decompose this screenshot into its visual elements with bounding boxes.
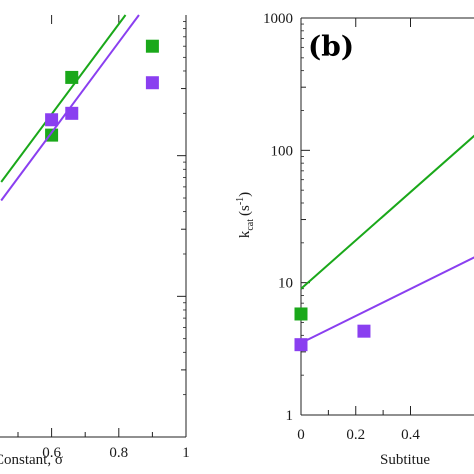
panel-b-point-purple: [357, 324, 371, 338]
panel-b-y-tick-label: 10: [278, 276, 293, 292]
panel-b-x-axis-title: Subtitue: [380, 452, 430, 468]
panel-b-x-tick-label: 0.4: [401, 427, 420, 443]
panel-b-fit-line-green: [300, 134, 474, 290]
panel-a-x-tick-label: 0.8: [109, 445, 128, 461]
panel-a-plot: 0.6 0.8 1: [0, 14, 190, 461]
panel-a-point-purple: [45, 113, 59, 127]
ylabel-sub: cat: [245, 219, 256, 231]
panel-b-x-tick-label: 0: [297, 427, 305, 443]
panel-b-y-tick-label: 100: [271, 143, 294, 159]
panel-b-y-axis-title: kcat (s-1): [235, 192, 256, 238]
panel-a-x-axis-title: Constant, σ: [0, 452, 63, 468]
panel-a-point-purple: [145, 76, 159, 90]
panel-a-x-tick-label: 1: [182, 445, 190, 461]
panel-b-point-purple: [294, 338, 308, 352]
panel-b-fit-line-purple: [300, 256, 474, 344]
panel-b-plot: 1 10 100 1000 0 0.2 0.4: [263, 11, 474, 443]
ylabel-main: k: [237, 230, 253, 238]
panel-a-point-purple: [65, 106, 79, 120]
panel-b-point-green: [294, 307, 308, 321]
ylabel-close: ): [237, 192, 253, 197]
ylabel-unit: (s: [237, 205, 253, 216]
panel-b-y-axis-title-text: kcat (s-1): [235, 192, 256, 238]
panel-a-point-green: [145, 39, 159, 53]
panel-a-point-green: [65, 70, 79, 84]
panel-a-x-tick-label: 0.6: [42, 445, 61, 461]
panel-b-y-tick-label: 1: [286, 408, 294, 424]
panel-b-label: (b): [308, 30, 354, 63]
ylabel-exp: -1: [235, 197, 246, 205]
panel-b-y-tick-label: 1000: [263, 11, 293, 27]
panel-a-fit-line-green: [0, 14, 127, 183]
panel-b-x-tick-label: 0.2: [346, 427, 365, 443]
